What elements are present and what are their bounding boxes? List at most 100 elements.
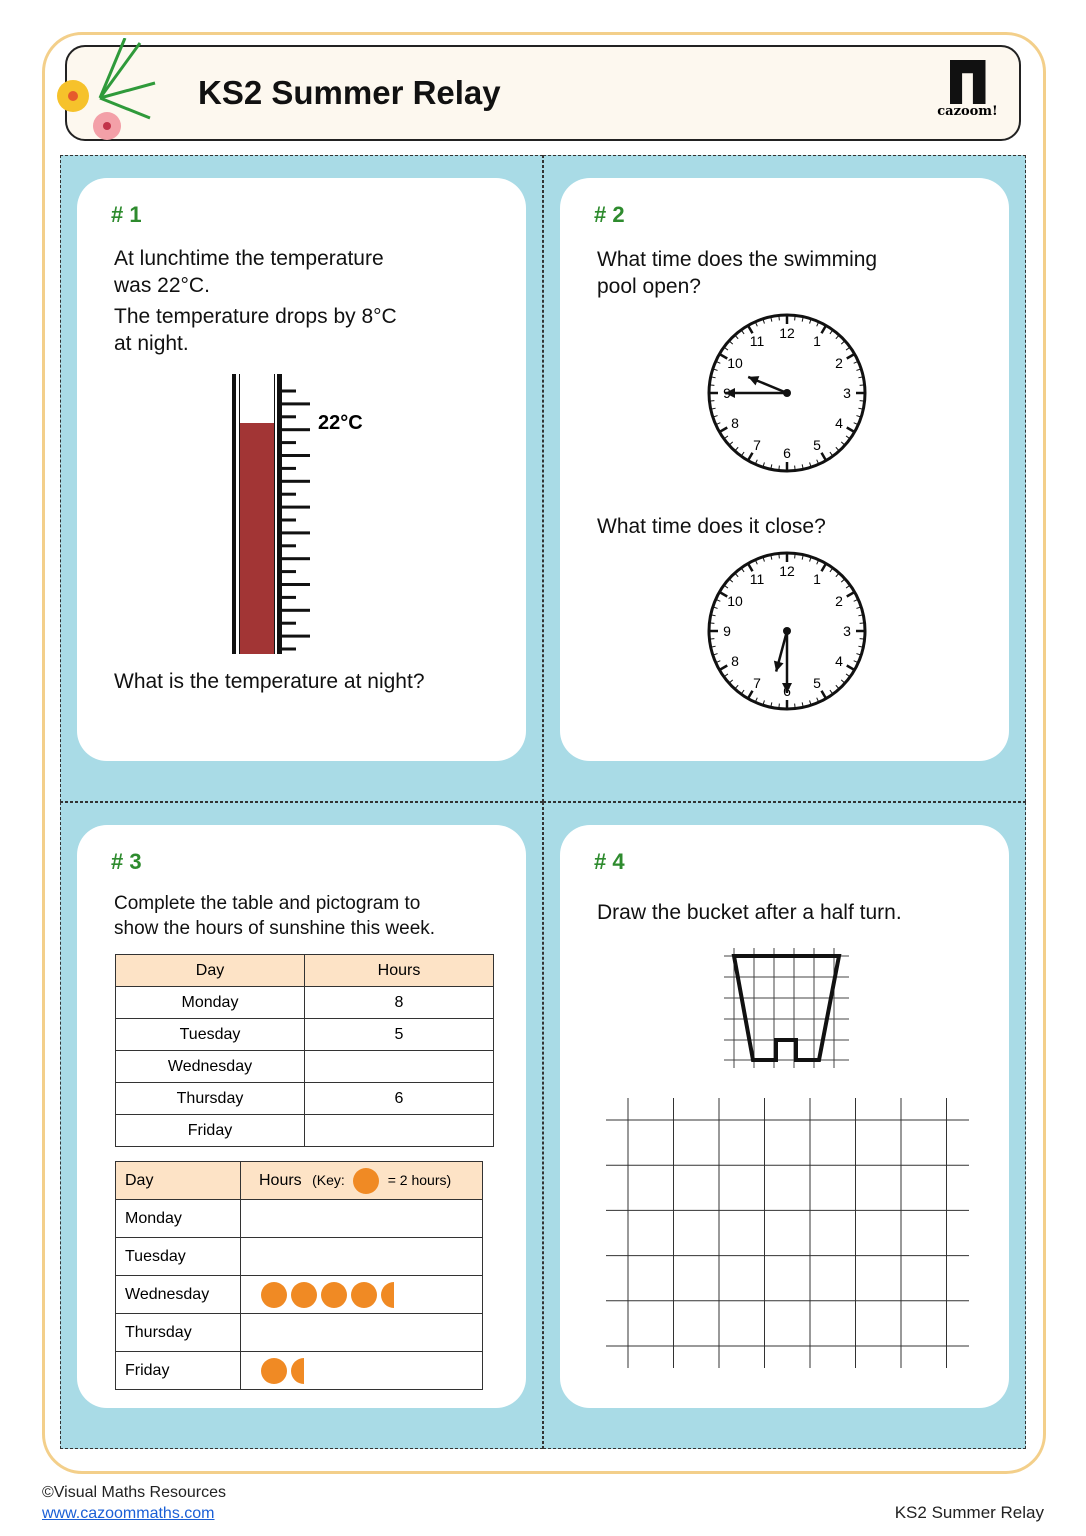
copyright-text: ©Visual Maths Resources: [42, 1484, 227, 1501]
clock-numeral: 8: [731, 415, 739, 431]
table-row: Tuesday 5: [115, 1018, 494, 1051]
question-text: Complete the table and pictogram to show…: [114, 891, 435, 941]
answer-grid[interactable]: [604, 1093, 974, 1368]
column-header: Day: [115, 1161, 241, 1200]
sun-symbol-icon: [321, 1281, 347, 1308]
question-text: At lunchtime the temperature was 22°C. T…: [114, 245, 397, 357]
cell-symbols[interactable]: [240, 1237, 483, 1276]
tick-mark: [282, 402, 310, 406]
cell-day: Monday: [115, 1199, 241, 1238]
tick-mark: [282, 621, 296, 625]
half-sun-symbol-icon: [291, 1357, 304, 1384]
cell-day: Wednesday: [115, 1275, 241, 1314]
tick-mark: [282, 492, 296, 496]
question-card-4: # 4 Draw the bucket after a half turn.: [543, 802, 1026, 1449]
cazoom-logo: cazoom!: [930, 60, 1005, 119]
clock-numeral: 6: [783, 445, 791, 461]
clock-numeral: 10: [727, 593, 743, 609]
tick-mark: [282, 479, 310, 483]
sunshine-table: Day Hours Monday 8 Tuesday 5 Wednesday Thur…: [115, 954, 494, 1147]
cell-symbols[interactable]: [240, 1199, 483, 1238]
clock-numeral: 4: [835, 653, 843, 669]
half-sun-symbol-icon: [381, 1281, 394, 1308]
pictogram-row: Thursday: [115, 1313, 483, 1352]
page-title: KS2 Summer Relay: [198, 74, 501, 111]
tick-mark: [282, 595, 296, 599]
column-header: Hours: [304, 954, 494, 987]
pictogram-row: Monday: [115, 1199, 483, 1238]
table-row: Friday: [115, 1114, 494, 1147]
palm-flower-icon: [57, 38, 156, 140]
cell-day: Thursday: [115, 1313, 241, 1352]
text-line: pool open?: [597, 275, 701, 298]
cell-day: Thursday: [115, 1082, 305, 1115]
website-link[interactable]: www.cazoommaths.com: [42, 1505, 215, 1522]
clock-numeral: 1: [813, 333, 821, 349]
sun-symbol-icon: [261, 1357, 287, 1384]
clock-numeral: 10: [727, 355, 743, 371]
cell-day: Monday: [115, 986, 305, 1019]
cell-symbols[interactable]: [240, 1313, 483, 1352]
sun-symbol-icon: [291, 1281, 317, 1308]
page-border: [42, 32, 1046, 1474]
tick-mark: [282, 557, 310, 561]
cell-day: Tuesday: [115, 1237, 241, 1276]
bucket-outline: [731, 954, 842, 1062]
clock-numeral: 11: [750, 333, 765, 349]
table-row: Wednesday: [115, 1050, 494, 1083]
question-card-3: # 3 Complete the table and pictogram to …: [60, 802, 543, 1449]
clock-numeral: 4: [835, 415, 843, 431]
pictogram-header-row: Day Hours (Key: = 2 hours): [115, 1161, 483, 1200]
tick-mark: [282, 454, 310, 457]
column-header: Day: [115, 954, 305, 987]
tick-mark: [282, 428, 310, 432]
clock-numeral: 12: [779, 563, 795, 579]
text-line: Complete the table and pictogram to: [114, 893, 421, 914]
cell-hours: 8: [304, 986, 494, 1019]
text-line: At lunchtime the temperature: [114, 247, 384, 270]
table-row: Thursday 6: [115, 1082, 494, 1115]
bucket-shape-grid: [724, 948, 849, 1068]
tick-mark: [282, 583, 310, 586]
clock-numeral: 7: [753, 675, 761, 691]
question-number: # 1: [111, 202, 142, 227]
cell-day: Wednesday: [115, 1050, 305, 1083]
clock-close: 123456789101112: [707, 551, 867, 711]
clock-numeral: 7: [753, 437, 761, 453]
logo-text: cazoom!: [937, 104, 998, 119]
cell-day: Tuesday: [115, 1018, 305, 1051]
question-text: Draw the bucket after a half turn.: [597, 901, 902, 924]
clock-numeral: 2: [835, 355, 843, 371]
question-card-2: # 2 What time does the swimming pool ope…: [543, 155, 1026, 802]
tick-mark: [282, 608, 310, 612]
question-number: # 3: [111, 849, 142, 874]
text-line: show the hours of sunshine this week.: [114, 918, 436, 939]
clock-numeral: 3: [843, 623, 851, 639]
sun-symbol-icon: [353, 1167, 380, 1194]
tick-mark: [282, 531, 310, 535]
thermometer: [232, 374, 310, 654]
tick-mark: [282, 518, 296, 522]
tick-mark: [282, 505, 310, 509]
text-line: The temperature drops by 8°C: [114, 305, 397, 328]
question-text: What time does the swimming pool open?: [597, 246, 877, 300]
cell-symbols[interactable]: [240, 1275, 483, 1314]
question-number: # 2: [594, 202, 625, 227]
cell-symbols[interactable]: [240, 1351, 483, 1390]
clock-open: 123456789101112: [707, 313, 867, 473]
tick-mark: [282, 415, 296, 419]
tick-mark: [282, 544, 296, 548]
cell-hours: 5: [304, 1018, 494, 1051]
tick-mark: [282, 389, 296, 393]
cell-day: Friday: [115, 1114, 305, 1147]
tick-mark: [282, 647, 296, 651]
clock-numeral: 8: [731, 653, 739, 669]
text-line: at night.: [114, 332, 189, 355]
cell-day: Friday: [115, 1351, 241, 1390]
hours-label: Hours: [259, 1171, 302, 1189]
tick-mark: [282, 466, 296, 470]
question-text: What is the temperature at night?: [114, 670, 425, 693]
cell-hours: [304, 1050, 494, 1083]
question-card-1: # 1 At lunchtime the temperature was 22°…: [60, 155, 543, 802]
